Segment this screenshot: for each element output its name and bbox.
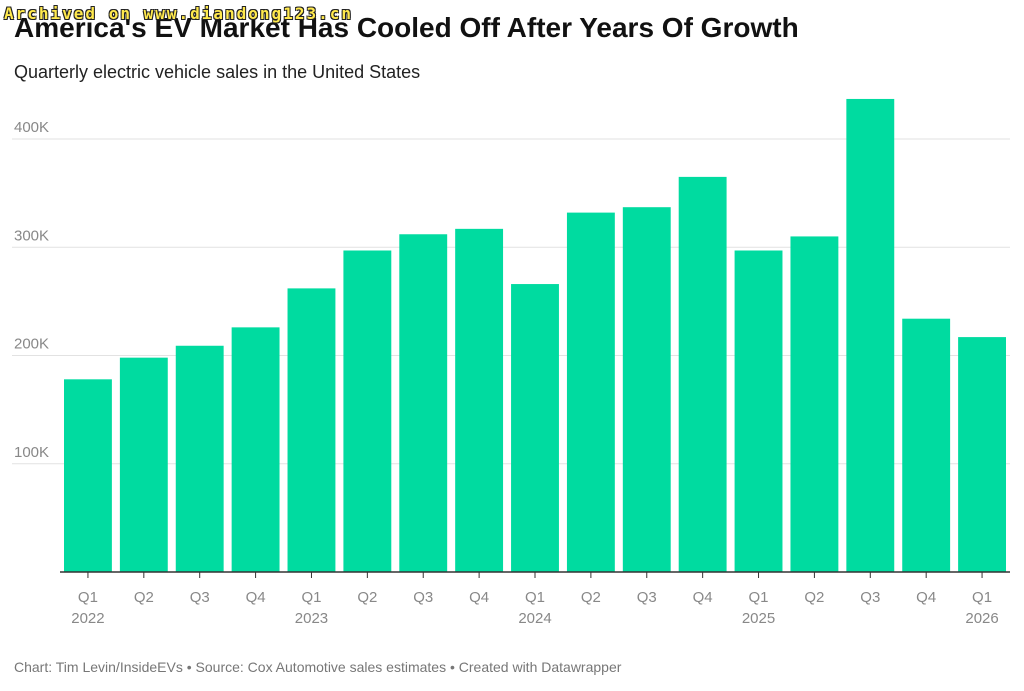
x-tick-label-year: 2024 [518,610,551,627]
x-tick-label-quarter: Q4 [246,589,266,606]
bar [622,207,671,572]
axes: Q1 2022 Q2 Q3 Q4 Q1 2023 Q2 Q3 Q4 Q1 2024 Q2 Q3 Q4 Q1 20… [60,571,1010,627]
bar [902,318,951,572]
bar [455,228,504,572]
x-tick-label-quarter: Q2 [134,589,154,606]
x-tick-label-quarter: Q1 [749,589,769,606]
x-tick-label-quarter: Q1 [525,589,545,606]
x-tick-label-year: 2023 [295,610,328,627]
x-tick-label-quarter: Q3 [637,589,657,606]
x-tick-label-quarter: Q4 [916,589,936,606]
chart-subtitle: Quarterly electric vehicle sales in the … [14,62,421,82]
bar [231,327,280,572]
bar [846,98,895,572]
bar [678,176,727,572]
gridlines: 100K 200K 300K 400K [12,119,1010,465]
x-tick-label-quarter: Q2 [804,589,824,606]
x-tick-label-quarter: Q3 [190,589,210,606]
bar [343,250,392,572]
x-tick-label-quarter: Q4 [469,589,489,606]
bar [64,379,112,572]
y-tick-label: 100K [14,444,49,461]
y-tick-label: 400K [14,119,49,136]
watermark: Archived on www.diandong123.cn [4,4,353,23]
x-tick-label-quarter: Q3 [860,589,880,606]
x-tick-label-quarter: Q4 [693,589,713,606]
bar [175,345,224,572]
bar [119,357,168,572]
bar [511,284,559,572]
x-tick-label-year: 2025 [742,610,775,627]
x-tick-label-quarter: Q1 [78,589,98,606]
chart-title: America's EV Market Has Cooled Off After… [14,12,799,43]
x-tick-label-quarter: Q2 [581,589,601,606]
y-tick-label: 300K [14,227,49,244]
bar [790,236,839,573]
x-tick-label-quarter: Q1 [972,589,992,606]
x-tick-label-quarter: Q2 [357,589,377,606]
y-tick-label: 200K [14,336,49,353]
x-tick-label-quarter: Q1 [301,589,321,606]
bar [287,288,336,572]
x-tick-label-quarter: Q3 [413,589,433,606]
x-tick-label-year: 2026 [965,610,998,627]
bar [399,234,448,572]
bars [64,98,1006,573]
x-tick-label-year: 2022 [71,610,104,627]
bar [734,250,783,572]
bar [958,337,1006,572]
chart-footer: Chart: Tim Levin/InsideEVs • Source: Cox… [14,659,622,675]
bar [566,212,615,573]
